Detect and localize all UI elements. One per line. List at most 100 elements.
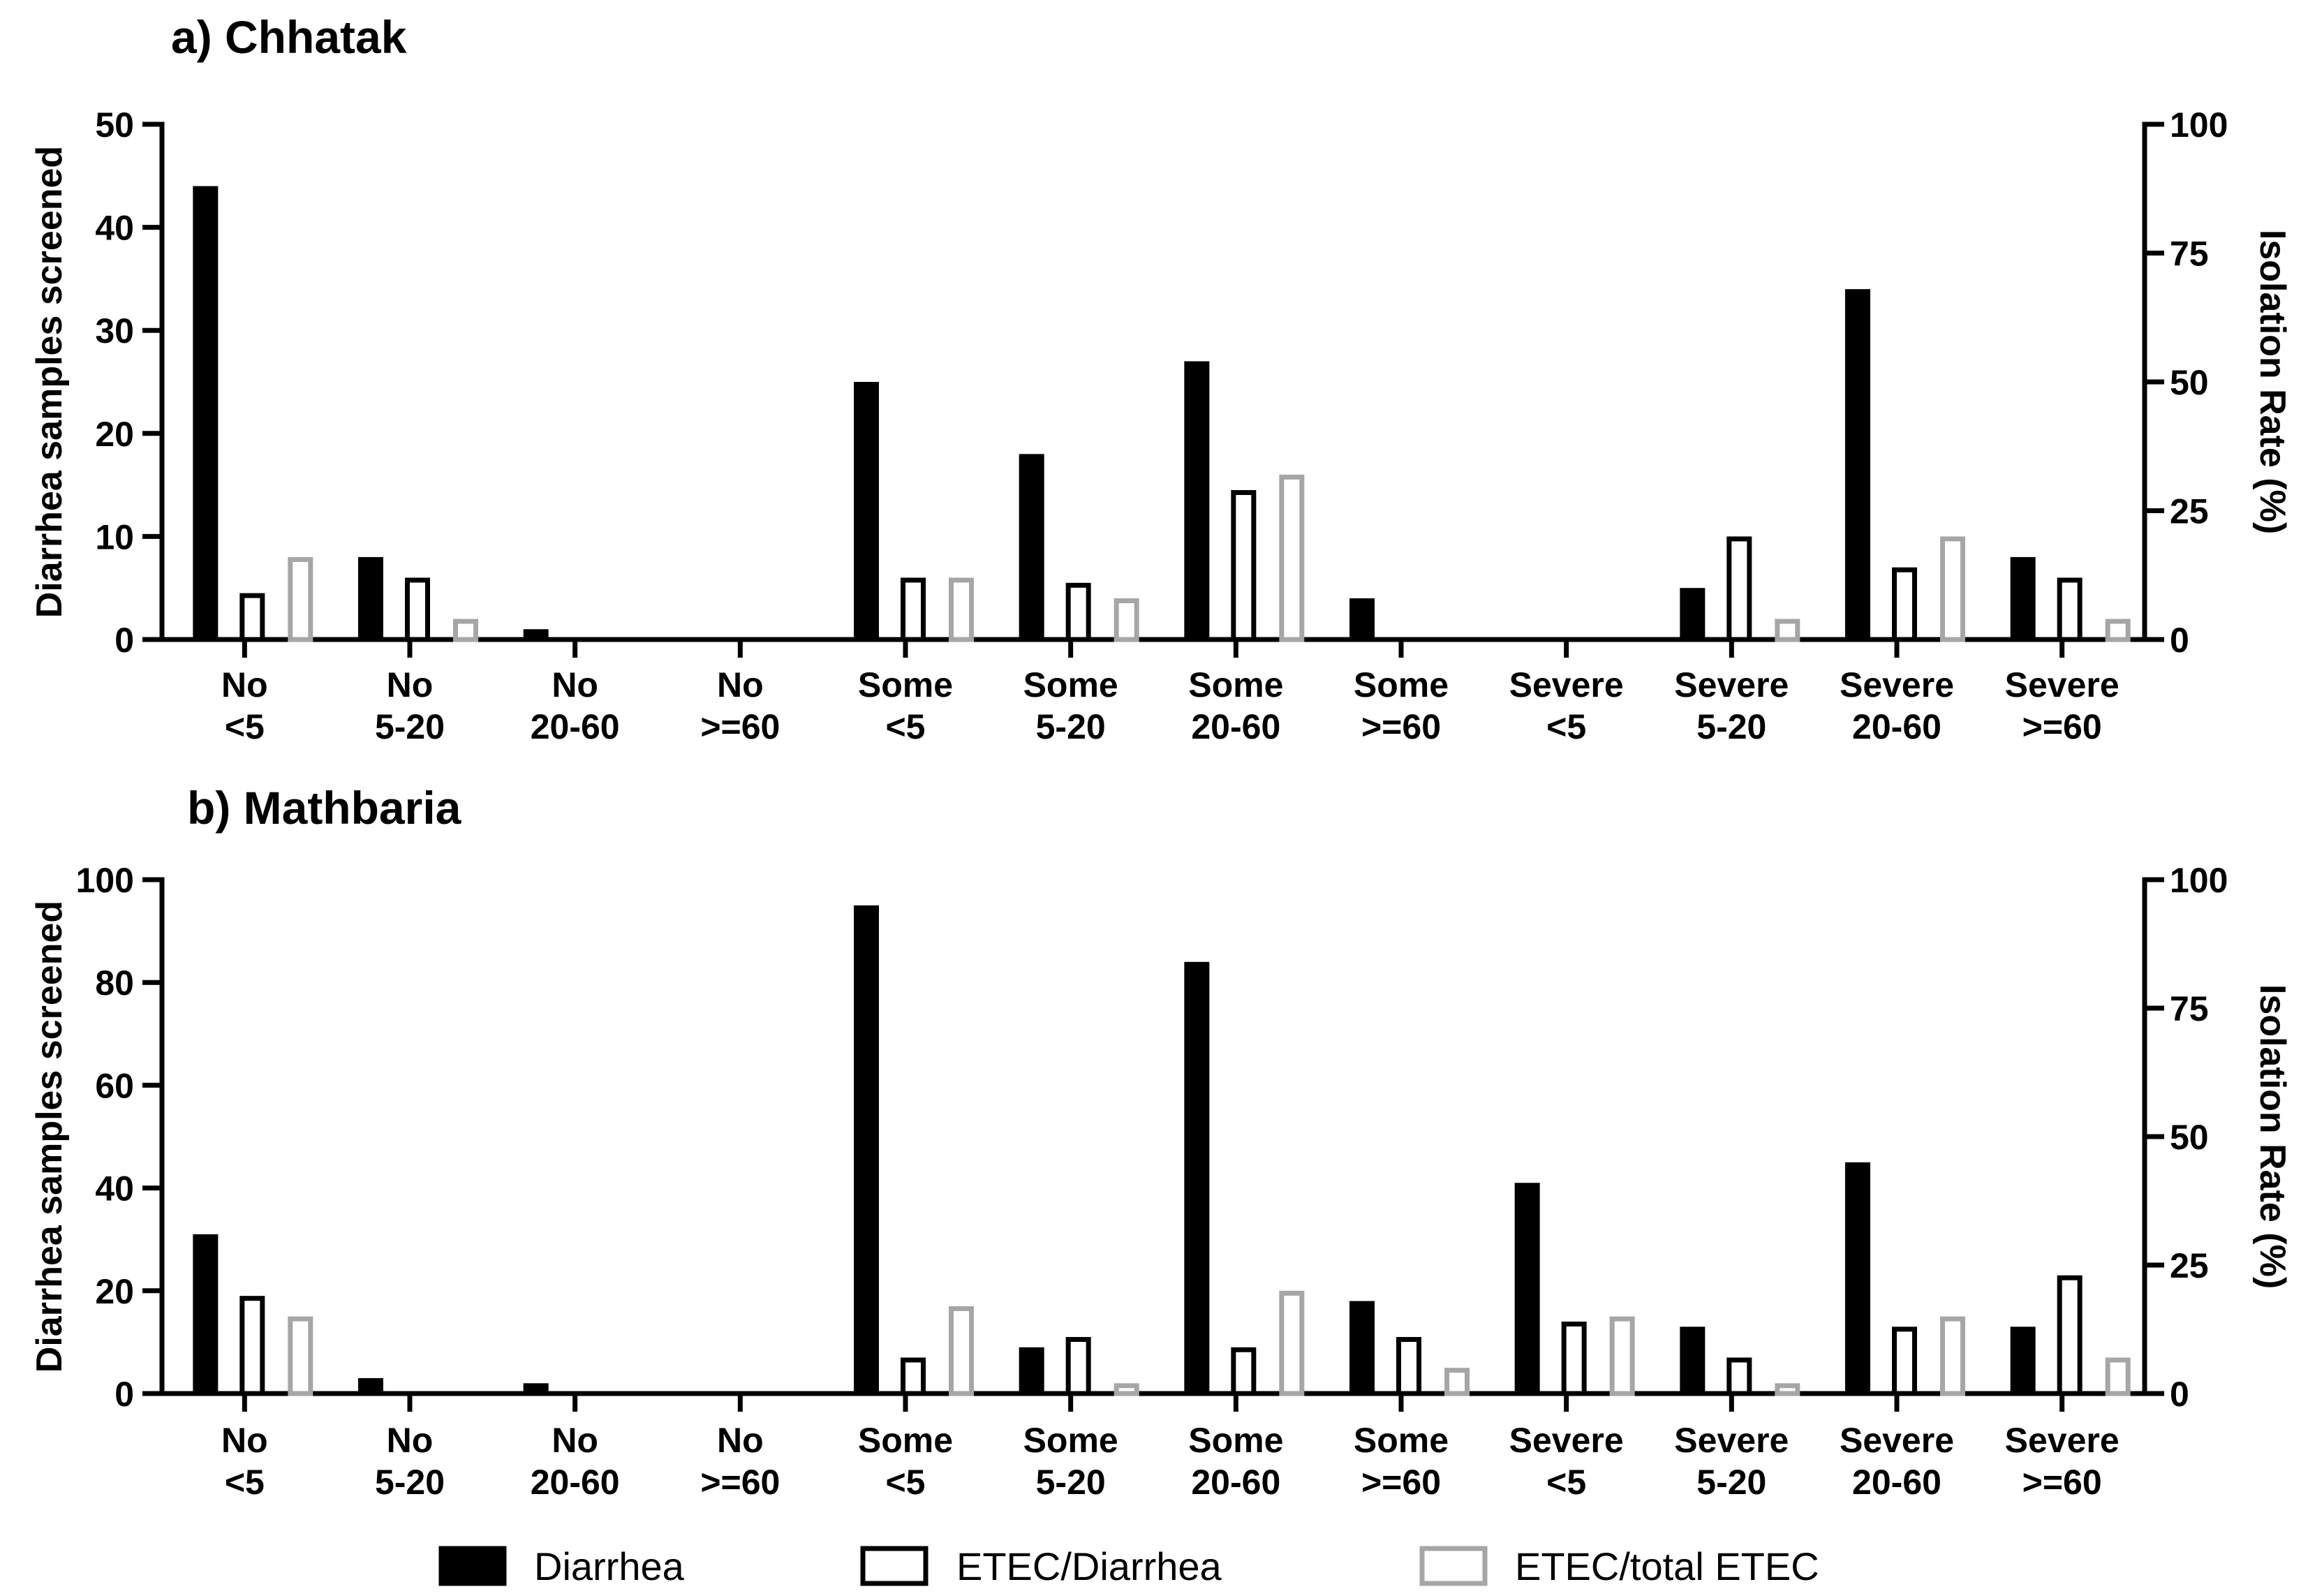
x-tick-label-age: 20-60: [531, 1463, 620, 1502]
x-tick-label-group: Severe: [1509, 665, 1624, 704]
bar-etec-total-etec-severe-60: [2105, 1357, 2131, 1396]
x-tick-label-age: >=60: [700, 1463, 780, 1502]
y2-axis-title: Isolation Rate (%): [2252, 230, 2293, 534]
x-tick-label-age: 5-20: [1036, 1463, 1106, 1502]
y2-tick-label: 75: [2170, 989, 2209, 1028]
x-tick-label-age: 5-20: [375, 1463, 445, 1502]
bar-diarrhea-severe-5-20: [1680, 1327, 1706, 1394]
x-tick-label-group: Some: [1354, 1421, 1449, 1460]
bar-etec-diarrhea-some-5-20: [1065, 582, 1091, 642]
bar-diarrhea-no-5: [193, 1234, 219, 1394]
bar-etec-diarrhea-some-20-60: [1231, 1347, 1257, 1396]
bar-diarrhea-some-20-60: [1184, 961, 1210, 1394]
bar-etec-diarrhea-no-5-20: [405, 577, 430, 642]
x-tick-label-group: No: [552, 1421, 598, 1460]
y2-tick-label: 0: [2170, 1375, 2189, 1414]
legend-swatch-diarrhea: [438, 1546, 507, 1586]
bar-etec-diarrhea-severe-5-20: [1726, 536, 1752, 642]
bar-etec-total-etec-severe-5-20: [1775, 619, 1800, 642]
x-tick-label-group: No: [221, 1421, 268, 1460]
x-tick-label-age: >=60: [2022, 1463, 2102, 1502]
chart-panel-1: a) Chhatak 0 10 20 30 40 50 0 25 50 75 100 Diarrhea …: [29, 11, 2293, 746]
x-tick-label-group: Severe: [1840, 1421, 1954, 1460]
legend-label-diarrhea: Diarrhea: [534, 1544, 685, 1588]
y2-tick-label: 50: [2170, 363, 2209, 402]
bar-etec-total-etec-some-20-60: [1279, 474, 1305, 642]
bar-etec-total-etec-severe-20-60: [1940, 1316, 1965, 1396]
bar-diarrhea-severe-60: [2010, 556, 2036, 640]
y-tick-label: 10: [95, 517, 134, 556]
x-tick-label-age: 20-60: [1852, 707, 1941, 746]
legend-swatch-etec-total: [1419, 1546, 1488, 1586]
x-tick-label-age: >=60: [1361, 707, 1441, 746]
y2-tick-label: 50: [2170, 1118, 2209, 1157]
bar-diarrhea-severe-20-60: [1845, 1162, 1870, 1394]
x-tick-label-group: No: [717, 665, 764, 704]
y-tick-label: 20: [95, 415, 134, 454]
bar-etec-diarrhea-no-5: [239, 1296, 265, 1396]
x-tick-label-group: Some: [1023, 665, 1118, 704]
bar-etec-total-etec-no-5: [288, 1316, 313, 1396]
y2-tick-label: 0: [2170, 621, 2189, 660]
y2-tick-label: 25: [2170, 492, 2209, 531]
bar-etec-diarrhea-some-5: [901, 1357, 926, 1396]
bar-diarrhea-some-60: [1349, 1301, 1375, 1394]
bar-diarrhea-no-20-60: [523, 629, 549, 640]
bar-diarrhea-severe-5-20: [1680, 588, 1706, 640]
bar-etec-diarrhea-severe-20-60: [1892, 567, 1917, 642]
bar-etec-total-etec-severe-5-20: [1775, 1383, 1800, 1396]
bar-etec-diarrhea-severe-60: [2057, 1275, 2083, 1396]
bar-etec-diarrhea-some-60: [1396, 1337, 1421, 1396]
y-tick-label: 20: [95, 1272, 134, 1311]
x-tick-label-group: Severe: [1509, 1421, 1624, 1460]
y2-tick-label: 25: [2170, 1246, 2209, 1285]
x-tick-label-group: Some: [1188, 1421, 1283, 1460]
x-tick-label-group: Some: [858, 1421, 953, 1460]
x-tick-label-age: 20-60: [1191, 1463, 1280, 1502]
bar-etec-total-etec-severe-20-60: [1940, 536, 1965, 642]
x-tick-label-age: <5: [1546, 1463, 1586, 1502]
bar-diarrhea-severe-5: [1514, 1183, 1540, 1394]
bar-diarrhea-no-5-20: [358, 1377, 383, 1394]
bar-diarrhea-some-60: [1349, 598, 1375, 640]
x-tick-label-group: Some: [858, 665, 953, 704]
y2-tick-label: 75: [2170, 235, 2209, 274]
x-tick-label-group: No: [387, 1421, 434, 1460]
bar-etec-diarrhea-severe-5: [1561, 1321, 1587, 1396]
bar-etec-total-etec-some-20-60: [1279, 1290, 1305, 1396]
x-tick-label-age: <5: [885, 1463, 925, 1502]
y-tick-label: 0: [114, 1375, 134, 1414]
y2-axis-title: Isolation Rate (%): [2252, 984, 2293, 1289]
x-tick-label-age: 5-20: [1696, 707, 1766, 746]
x-tick-label-age: >=60: [1361, 1463, 1441, 1502]
bar-etec-diarrhea-severe-5-20: [1726, 1357, 1752, 1396]
bar-etec-diarrhea-some-5: [901, 577, 926, 642]
bar-diarrhea-some-5-20: [1019, 1347, 1044, 1394]
y-axis-title: Diarrhea samples screened: [29, 901, 70, 1373]
x-tick-label-group: No: [221, 665, 268, 704]
bar-etec-total-etec-severe-60: [2105, 619, 2131, 642]
x-tick-label-group: No: [387, 665, 434, 704]
y-tick-label: 60: [95, 1066, 134, 1105]
x-tick-label-group: No: [552, 665, 598, 704]
bar-etec-total-etec-some-5-20: [1114, 598, 1139, 642]
legend: Diarrhea ETEC/Diarrhea ETEC/total ETEC: [438, 1544, 1819, 1588]
bar-etec-total-etec-some-60: [1444, 1368, 1470, 1396]
bar-etec-total-etec-some-5: [949, 577, 974, 642]
x-tick-label-group: Some: [1023, 1421, 1118, 1460]
x-tick-label-group: Some: [1354, 665, 1449, 704]
y-tick-label: 0: [114, 621, 134, 660]
legend-swatch-etec-diarrhea: [860, 1546, 929, 1586]
x-tick-label-age: <5: [225, 707, 265, 746]
x-tick-label-age: >=60: [700, 707, 780, 746]
y-tick-label: 100: [76, 861, 134, 900]
bar-etec-total-etec-some-5-20: [1114, 1383, 1139, 1396]
bar-diarrhea-no-5-20: [358, 556, 383, 640]
x-tick-label-age: >=60: [2022, 707, 2102, 746]
bar-diarrhea-severe-20-60: [1845, 289, 1870, 640]
chart-panel-2: b) Mathbaria0204060801000255075100Diarrh…: [29, 782, 2293, 1502]
x-tick-label-age: 5-20: [1036, 707, 1106, 746]
x-tick-label-age: 5-20: [375, 707, 445, 746]
bar-diarrhea-no-5: [193, 186, 219, 640]
chart-title: b) Mathbaria: [187, 782, 462, 834]
